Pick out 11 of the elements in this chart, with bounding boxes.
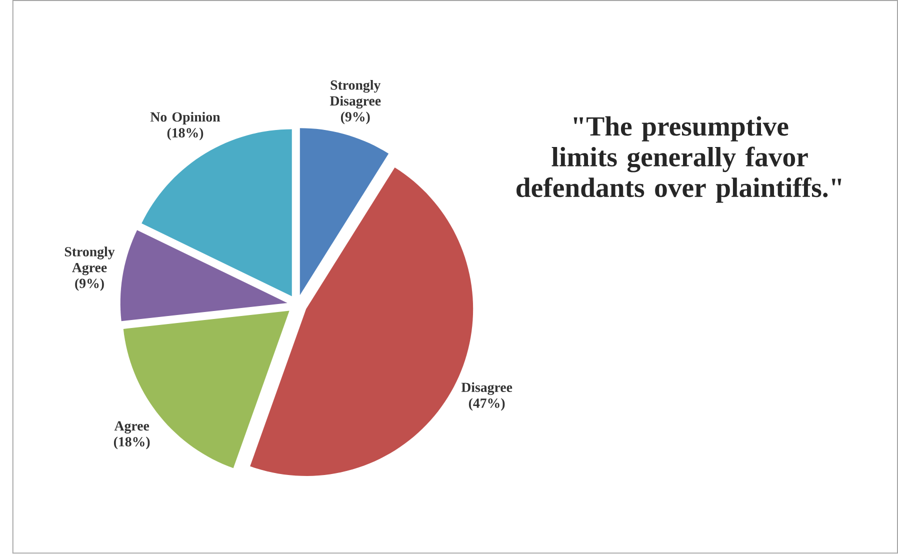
slice-label: Disagree [461, 382, 512, 396]
slice-label: Strongly Agree [64, 246, 115, 276]
data-label: (18%) [167, 128, 204, 140]
data-label: (47%) [468, 398, 505, 411]
data-label: (9%) [75, 278, 104, 292]
slice-label: No Opinion [150, 112, 220, 125]
text: "The presumptive limits generally favor defendants over plaintiffs." [516, 116, 842, 203]
data-label: (9%) [340, 112, 370, 124]
data-label: (18%) [114, 436, 150, 450]
slice-label: Strongly Disagree [330, 80, 381, 109]
slice-label: Agree [114, 421, 150, 434]
